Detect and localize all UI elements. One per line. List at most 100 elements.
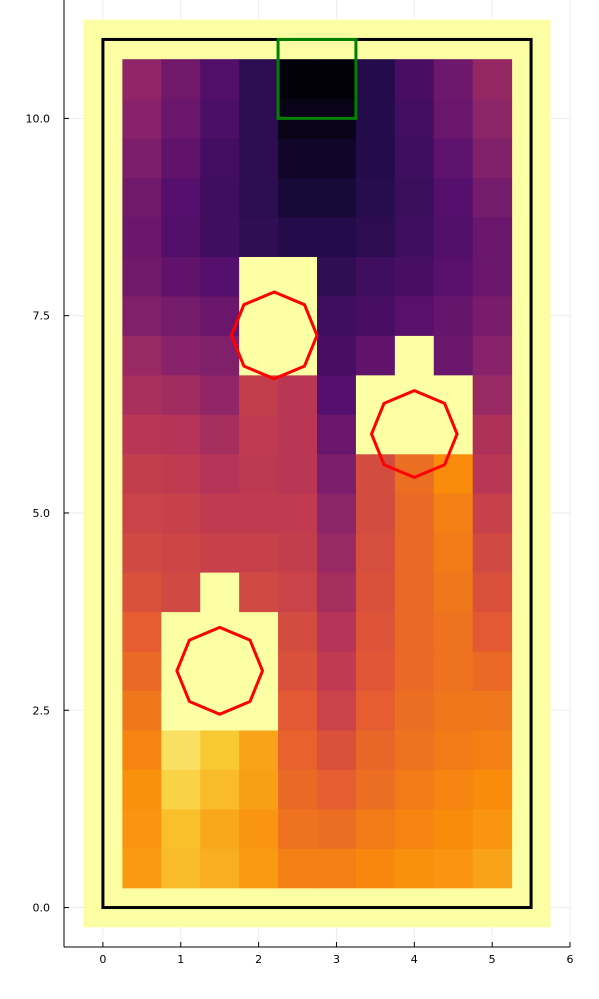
heatmap-cell — [433, 414, 474, 455]
heatmap-cell — [161, 808, 201, 849]
heatmap-cell — [200, 493, 240, 534]
heatmap-cell — [122, 848, 162, 889]
heatmap-cell — [200, 217, 240, 257]
heatmap-cell — [161, 59, 201, 100]
heatmap-cell — [394, 335, 435, 376]
heatmap-cell — [200, 59, 240, 100]
heatmap-cell — [355, 374, 396, 415]
heatmap-cell — [278, 769, 318, 810]
heatmap-cell — [278, 177, 318, 218]
heatmap-cell — [317, 256, 357, 297]
heatmap-cell — [433, 177, 474, 218]
y-tick-label: 5.0 — [33, 507, 51, 520]
obstacle-octagon — [369, 388, 459, 480]
heatmap-cell — [122, 414, 162, 455]
heatmap-cell — [239, 335, 279, 376]
heatmap-cell — [433, 572, 474, 613]
heatmap-cell — [278, 572, 318, 613]
heatmap-cell — [239, 611, 279, 652]
heatmap-cell — [355, 59, 396, 100]
heatmap-cell — [239, 729, 279, 770]
heatmap-cell — [239, 217, 279, 257]
heatmap-cell — [355, 98, 396, 139]
heatmap-cell — [161, 729, 201, 770]
y-tick-label: 7.5 — [33, 310, 51, 323]
x-tick-label: 5 — [489, 953, 496, 966]
heatmap-cell — [472, 59, 513, 100]
heatmap-cell — [278, 611, 318, 652]
heatmap-cell — [239, 295, 279, 336]
heatmap-cell — [161, 414, 201, 455]
heatmap-cell — [433, 690, 474, 731]
heatmap-cell — [433, 138, 474, 179]
heatmap-cell — [355, 256, 396, 297]
heatmap-cell — [433, 335, 474, 376]
heatmap-cell — [317, 295, 357, 336]
heatmap-cell — [200, 374, 240, 415]
heatmap-cell — [122, 572, 162, 613]
heatmap-cell — [317, 611, 357, 652]
heatmap-cell — [472, 848, 513, 889]
heatmap-cell — [355, 177, 396, 218]
heatmap-cell — [317, 335, 357, 376]
heatmap-cell — [161, 295, 201, 336]
heatmap-cell — [239, 532, 279, 573]
heatmap-cell — [239, 453, 279, 494]
heatmap-cell — [161, 217, 201, 257]
heatmap-cell — [472, 177, 513, 218]
heatmap-cell — [394, 453, 435, 494]
heatmap-cell — [355, 335, 396, 376]
heatmap-cell — [239, 138, 279, 179]
x-tick-label: 1 — [177, 953, 184, 966]
heatmap-cell — [472, 808, 513, 849]
heatmap-cell — [200, 729, 240, 770]
heatmap-cell — [394, 98, 435, 139]
heatmap-cell — [161, 335, 201, 376]
heatmap-cell — [472, 611, 513, 652]
heatmap-cell — [122, 217, 162, 257]
heatmap-cell — [200, 532, 240, 573]
heatmap-cell — [239, 59, 279, 100]
heatmap-cell — [317, 808, 357, 849]
heatmap-cell — [122, 138, 162, 179]
heatmap-cell — [278, 848, 318, 889]
y-tick-label: 0.0 — [33, 902, 51, 915]
heatmap-cell — [278, 374, 318, 415]
heatmap-cell — [278, 532, 318, 573]
heatmap-cell — [122, 295, 162, 336]
heatmap-cell — [355, 808, 396, 849]
heatmap-cell — [122, 374, 162, 415]
heatmap-cell — [394, 256, 435, 297]
heatmap-cell — [200, 690, 240, 731]
heatmap-cell — [122, 98, 162, 139]
heatmap-cell — [355, 532, 396, 573]
x-tick-label: 3 — [333, 953, 340, 966]
heatmap-cell — [161, 453, 201, 494]
heatmap-cell — [433, 532, 474, 573]
heatmap-cell — [472, 532, 513, 573]
heatmap-cell — [433, 256, 474, 297]
y-tick-label: 2.5 — [33, 704, 51, 717]
heatmap-cell — [317, 177, 357, 218]
heatmap-cell — [472, 98, 513, 139]
x-tick-label: 4 — [411, 953, 418, 966]
heatmap-cell — [394, 532, 435, 573]
heatmap-cell — [433, 611, 474, 652]
heatmap-cell — [122, 690, 162, 731]
heatmap-cell — [317, 217, 357, 257]
heatmap-cell — [394, 808, 435, 849]
heatmap-cell — [122, 493, 162, 534]
heatmap-cell — [472, 335, 513, 376]
heatmap-cell — [278, 256, 318, 297]
heatmap-cell — [278, 217, 318, 257]
heatmap-cell — [433, 295, 474, 336]
heatmap-cell — [355, 611, 396, 652]
heatmap-cell — [394, 177, 435, 218]
heatmap-cell — [433, 374, 474, 415]
overlays — [101, 37, 533, 910]
heatmap-cell — [161, 98, 201, 139]
heatmap-cell — [122, 651, 162, 692]
heatmap-cell — [200, 256, 240, 297]
heatmap-cell — [394, 572, 435, 613]
